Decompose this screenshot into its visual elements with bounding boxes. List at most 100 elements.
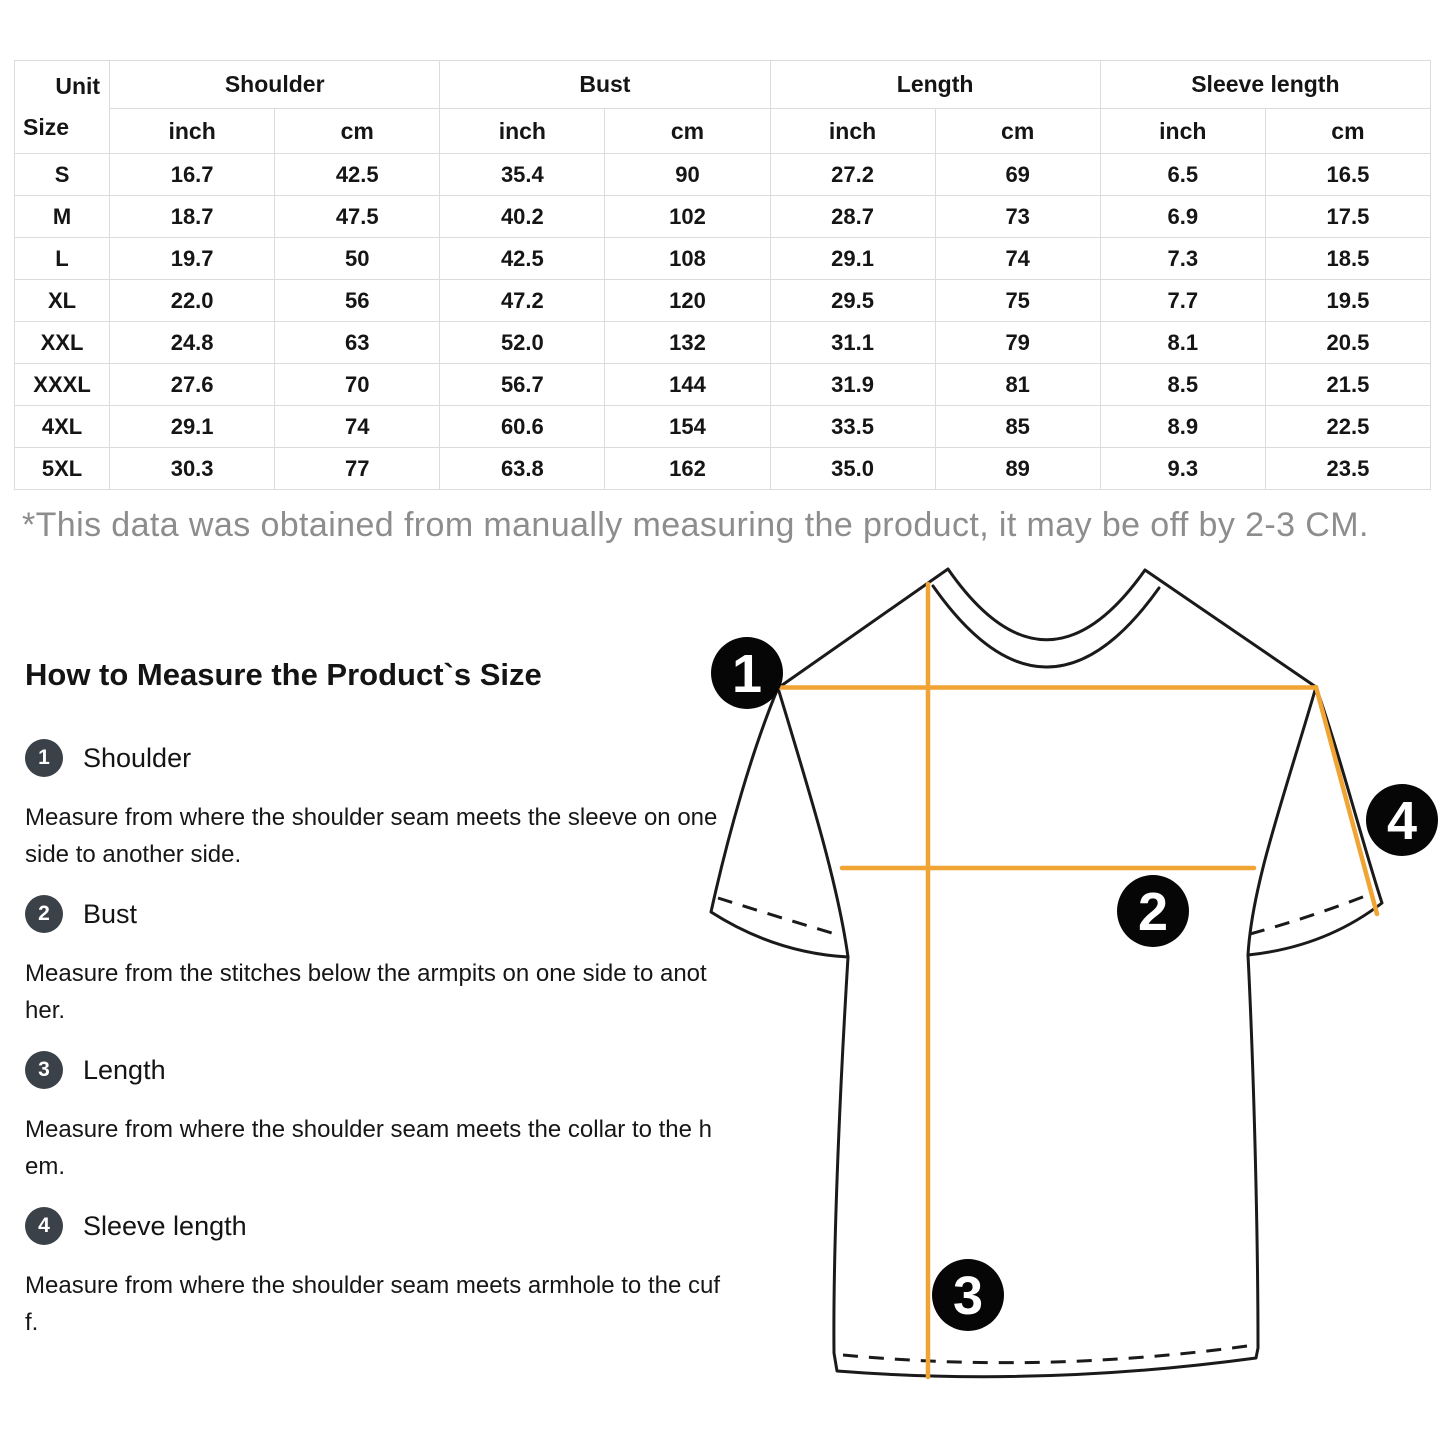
measurement-value: 63 bbox=[274, 321, 441, 364]
measurement-value: 24.8 bbox=[109, 321, 276, 364]
measurement-value: 8.9 bbox=[1099, 405, 1266, 448]
measurement-disclaimer: *This data was obtained from manually me… bbox=[22, 506, 1369, 544]
column-header-shoulder: Shoulder bbox=[109, 60, 441, 109]
step-description: Measure from where the shoulder seam mee… bbox=[25, 1116, 712, 1180]
measurement-value: 19.7 bbox=[109, 237, 276, 280]
measure-step-shoulder: 1 Shoulder Measure from where the shoulder… bbox=[25, 739, 755, 873]
step-label: Shoulder bbox=[83, 742, 192, 773]
unit-header-inch: inch bbox=[109, 108, 276, 154]
measurement-value: 42.5 bbox=[274, 153, 441, 196]
measure-step-sleeve-length: 4 Sleeve length Measure from where the sho… bbox=[25, 1207, 755, 1341]
measurement-value: 69 bbox=[934, 153, 1101, 196]
measurement-value: 81 bbox=[934, 363, 1101, 406]
measurement-value: 6.9 bbox=[1099, 195, 1266, 238]
step-label: Sleeve length bbox=[83, 1210, 247, 1241]
unit-header-cm: cm bbox=[604, 108, 771, 154]
measurement-value: 20.5 bbox=[1264, 321, 1432, 364]
unit-header-cm: cm bbox=[934, 108, 1101, 154]
marker-1-circle bbox=[711, 637, 783, 709]
sleeve-measure-line bbox=[1313, 684, 1380, 917]
measurement-value: 27.6 bbox=[109, 363, 276, 406]
measurement-value: 7.7 bbox=[1099, 279, 1266, 322]
measurement-value: 8.5 bbox=[1099, 363, 1266, 406]
marker-4-circle bbox=[1366, 784, 1438, 856]
measurement-value: 102 bbox=[604, 195, 771, 238]
measurement-value: 22.5 bbox=[1264, 405, 1432, 448]
step-heading: 4 Sleeve length bbox=[25, 1207, 755, 1245]
unit-header-row: inch cm inch cm inch cm inch cm bbox=[15, 108, 1432, 154]
table-row-l: L 19.7 50 42.5 108 29.1 74 7.3 18.5 bbox=[13, 237, 1432, 280]
measurement-value: 79 bbox=[934, 321, 1101, 364]
measurement-value: 47.5 bbox=[274, 195, 441, 238]
measure-guide: How to Measure the Product`s Size 1 Shoul… bbox=[25, 655, 755, 1341]
measurement-value: 29.1 bbox=[109, 405, 276, 448]
marker-2-circle bbox=[1117, 875, 1189, 947]
measurement-value: 75 bbox=[934, 279, 1101, 322]
column-header-bust: Bust bbox=[439, 60, 771, 109]
measurement-value: 60.6 bbox=[439, 405, 606, 448]
measurement-value: 50 bbox=[274, 237, 441, 280]
measurement-value: 16.5 bbox=[1264, 153, 1432, 196]
measurement-value: 17.5 bbox=[1264, 195, 1432, 238]
measurement-value: 33.5 bbox=[769, 405, 936, 448]
measurement-value: 74 bbox=[934, 237, 1101, 280]
measurement-value: 35.0 bbox=[769, 447, 936, 490]
measurement-value: 132 bbox=[604, 321, 771, 364]
step-heading: 3 Length bbox=[25, 1051, 755, 1089]
left-cuff-stitch bbox=[717, 896, 843, 938]
measurement-value: 56.7 bbox=[439, 363, 606, 406]
measurement-value: 22.0 bbox=[109, 279, 276, 322]
measurement-value: 108 bbox=[604, 237, 771, 280]
marker-sleeve: 4 bbox=[1366, 784, 1438, 856]
measurement-value: 89 bbox=[934, 447, 1101, 490]
size-label: 5XL bbox=[13, 447, 111, 490]
table-row-m: M 18.7 47.5 40.2 102 28.7 73 6.9 17.5 bbox=[13, 195, 1432, 238]
right-cuff-stitch bbox=[1249, 891, 1374, 936]
step-number-badge: 2 bbox=[25, 895, 63, 933]
size-label: 4XL bbox=[13, 405, 111, 448]
table-row-s: S 16.7 42.5 35.4 90 27.2 69 6.5 16.5 bbox=[13, 153, 1432, 196]
measure-step-bust: 2 Bust Measure from the stitches below the… bbox=[25, 895, 755, 1029]
corner-unit-label: Unit bbox=[55, 73, 101, 99]
table-row-5xl: 5XL 30.3 77 63.8 162 35.0 89 9.3 23.5 bbox=[13, 447, 1432, 490]
unit-header-inch: inch bbox=[439, 108, 606, 154]
measurement-value: 40.2 bbox=[439, 195, 606, 238]
marker-4-number: 4 bbox=[1387, 791, 1417, 851]
measurement-value: 52.0 bbox=[439, 321, 606, 364]
table-row-xxxl: XXXL 27.6 70 56.7 144 31.9 81 8.5 21.5 bbox=[13, 363, 1432, 406]
step-number-badge: 1 bbox=[25, 739, 63, 777]
measurement-value: 31.9 bbox=[769, 363, 936, 406]
step-description: Measure from where the shoulder seam mee… bbox=[25, 1272, 720, 1336]
corner-cell: Unit Size bbox=[13, 60, 111, 154]
step-label: Bust bbox=[83, 898, 138, 929]
measurement-value: 30.3 bbox=[109, 447, 276, 490]
marker-3-circle bbox=[932, 1259, 1004, 1331]
guide-title: How to Measure the Product`s Size bbox=[25, 657, 542, 692]
measurement-value: 7.3 bbox=[1099, 237, 1266, 280]
measurement-value: 29.5 bbox=[769, 279, 936, 322]
measurement-value: 144 bbox=[604, 363, 771, 406]
measurement-value: 63.8 bbox=[439, 447, 606, 490]
size-label: XXXL bbox=[13, 363, 111, 406]
step-number-badge: 4 bbox=[25, 1207, 63, 1245]
measurement-value: 73 bbox=[934, 195, 1101, 238]
group-header-row: Unit Size Shoulder Bust Length Sleeve le… bbox=[13, 60, 1432, 154]
measurement-value: 31.1 bbox=[769, 321, 936, 364]
measurement-value: 6.5 bbox=[1099, 153, 1266, 196]
unit-header-inch: inch bbox=[769, 108, 936, 154]
size-label: M bbox=[13, 195, 111, 238]
step-heading: 1 Shoulder bbox=[25, 739, 755, 777]
unit-header-cm: cm bbox=[274, 108, 441, 154]
step-label: Length bbox=[83, 1054, 166, 1085]
tshirt-outline bbox=[709, 567, 1384, 1379]
measurement-value: 9.3 bbox=[1099, 447, 1266, 490]
step-number-badge: 3 bbox=[25, 1051, 63, 1089]
left-sleeve-seam bbox=[776, 686, 850, 959]
table-row-4xl: 4XL 29.1 74 60.6 154 33.5 85 8.9 22.5 bbox=[13, 405, 1432, 448]
measurement-value: 77 bbox=[274, 447, 441, 490]
right-sleeve-seam bbox=[1246, 685, 1318, 957]
measurement-value: 28.7 bbox=[769, 195, 936, 238]
measurement-value: 120 bbox=[604, 279, 771, 322]
measurement-value: 29.1 bbox=[769, 237, 936, 280]
